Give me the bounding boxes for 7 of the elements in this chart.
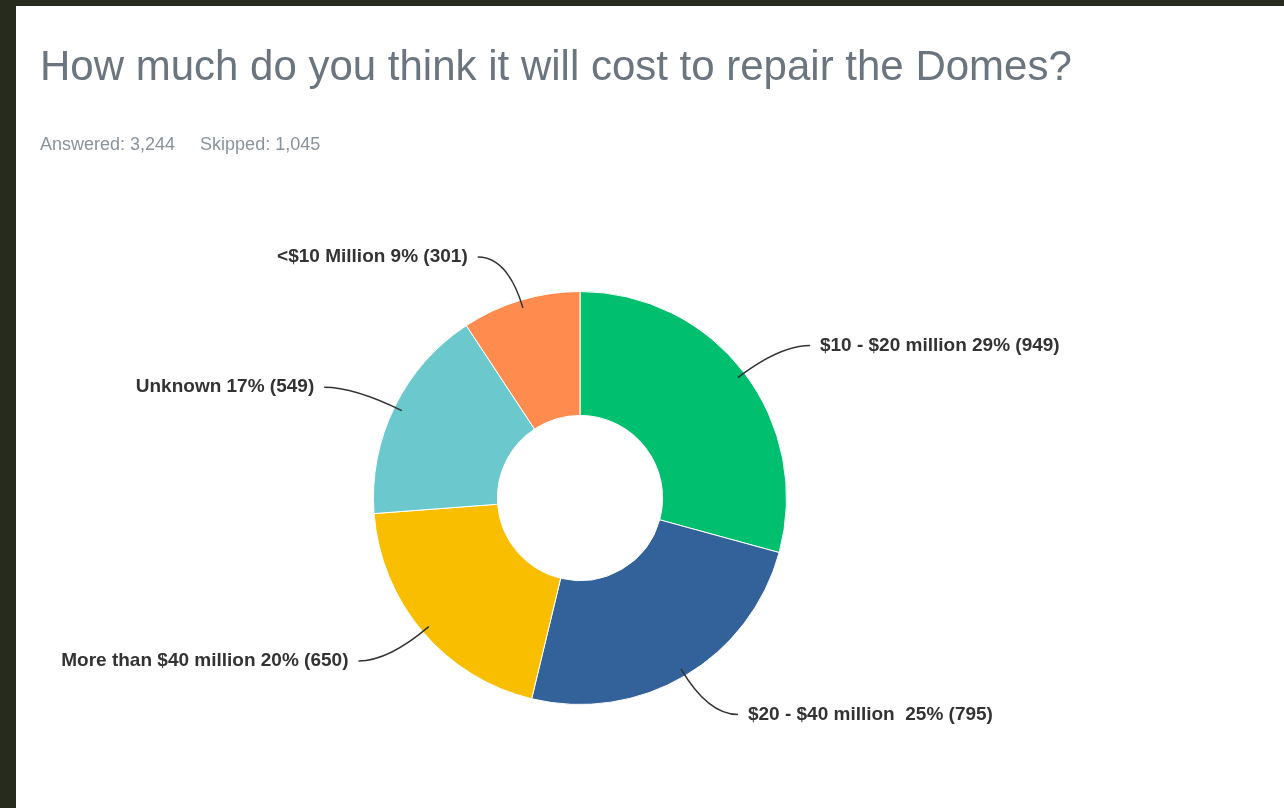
chart-title: How much do you think it will cost to repair the Domes?	[40, 42, 1072, 90]
slice-label: $10 - $20 million 29% (949)	[819, 333, 1060, 355]
chart-subtitle: Answered: 3,244 Skipped: 1,045	[40, 134, 321, 155]
slice-label: $20 - $40 million 25% (795)	[747, 702, 993, 724]
slice-label: More than $40 million 20% (650)	[61, 649, 349, 671]
slice-label: Unknown 17% (549)	[135, 375, 315, 397]
slice-label: <$10 Million 9% (301)	[277, 245, 468, 267]
